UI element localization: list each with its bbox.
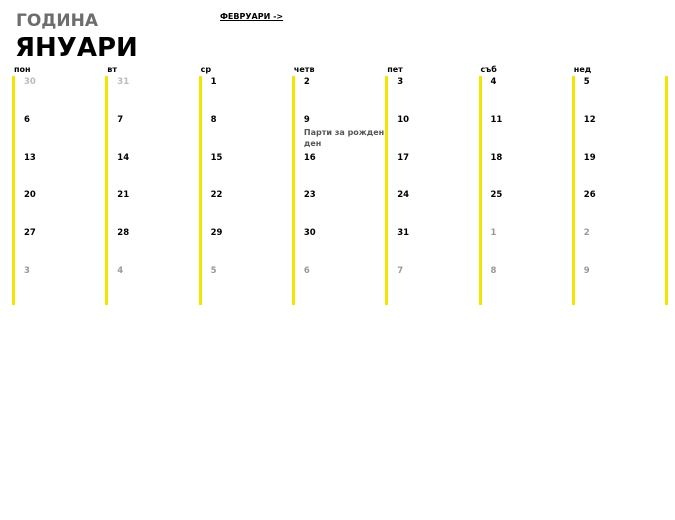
day-number: 18 [490, 152, 503, 163]
day-number: 9 [583, 266, 590, 276]
day-number: 10 [397, 114, 410, 125]
column-line [291, 76, 295, 305]
column-line [105, 76, 109, 305]
day-number: 2 [583, 228, 590, 239]
weekday-label: вт [107, 65, 117, 74]
day-number: 9 [303, 114, 310, 125]
day-number: 2 [303, 77, 310, 87]
day-number: 5 [583, 77, 590, 87]
day-number: 1 [490, 228, 497, 239]
month-title: ЯНУАРИ [15, 33, 138, 63]
column-line [571, 76, 575, 305]
day-number: 19 [583, 152, 596, 163]
day-number: 8 [490, 266, 497, 276]
day-number: 5 [210, 266, 217, 276]
column-line [385, 76, 389, 305]
day-number: 31 [397, 228, 410, 239]
column-line [665, 76, 669, 305]
day-number: 17 [397, 152, 410, 163]
weekday-label: нед [573, 65, 592, 74]
day-number: 6 [303, 266, 310, 276]
day-number: 14 [117, 152, 130, 163]
weekday-label: пет [387, 65, 403, 74]
day-number: 4 [490, 77, 497, 87]
next-month-link[interactable]: ФЕВРУАРИ -> [220, 12, 284, 21]
day-number: 3 [24, 266, 30, 276]
day-number: 30 [24, 77, 36, 87]
day-number: 16 [303, 152, 316, 163]
day-number: 29 [210, 228, 223, 239]
day-number: 7 [397, 266, 404, 276]
column-line [12, 76, 15, 305]
day-number: 21 [117, 190, 130, 201]
column-line [478, 76, 482, 305]
day-number: 26 [583, 190, 596, 201]
day-number: 28 [117, 228, 130, 239]
day-number: 1 [210, 77, 217, 87]
day-number: 15 [210, 152, 223, 163]
weekday-label: съб [480, 65, 497, 74]
day-number: 11 [490, 114, 503, 125]
weekday-label: ср [200, 65, 212, 74]
day-number: 30 [303, 228, 316, 239]
day-number: 27 [24, 228, 36, 239]
day-number: 6 [24, 114, 30, 125]
day-number: 3 [397, 77, 404, 87]
day-number: 31 [117, 77, 130, 87]
day-number: 22 [210, 190, 223, 201]
day-number: 8 [210, 114, 217, 125]
day-number: 7 [117, 114, 124, 125]
day-number: 20 [24, 190, 36, 201]
day-number: 23 [303, 190, 316, 201]
column-line [198, 76, 202, 305]
day-number: 24 [397, 190, 410, 201]
year-title: ГОДИНА [16, 11, 99, 31]
day-number: 13 [24, 152, 36, 163]
day-number: 25 [490, 190, 503, 201]
event-note: Парти за рожден ден [303, 127, 385, 148]
weekday-label: пон [14, 65, 31, 74]
day-number: 12 [583, 114, 596, 125]
day-number: 4 [117, 266, 124, 276]
weekday-label: четв [293, 65, 315, 74]
